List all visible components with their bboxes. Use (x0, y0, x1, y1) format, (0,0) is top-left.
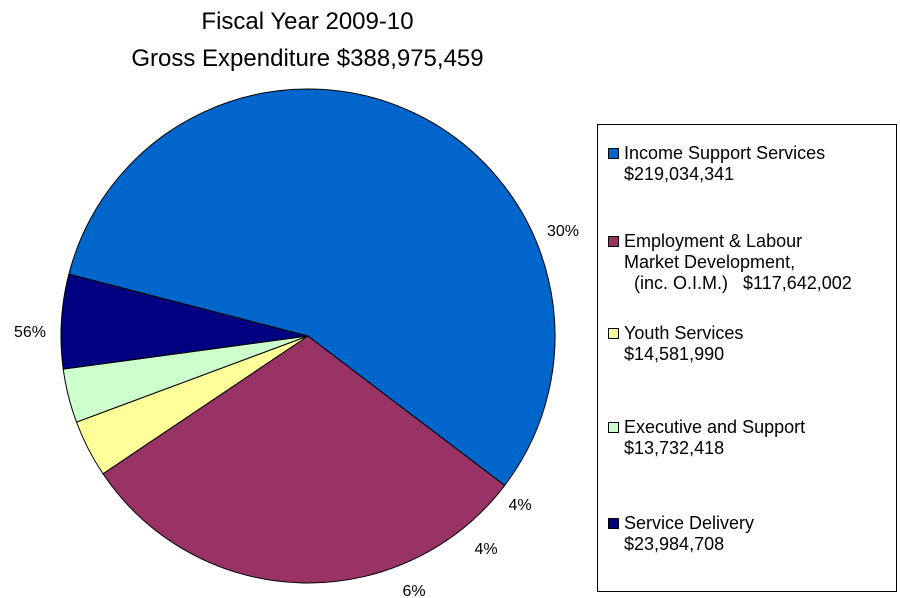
chart-title: Fiscal Year 2009-10 (201, 8, 414, 35)
legend-amount: $219,034,341 (624, 164, 735, 184)
percent-label-3: 4% (474, 541, 497, 558)
legend-amount: $13,732,418 (624, 438, 725, 458)
legend-label: Income Support Services (624, 143, 826, 163)
legend-swatch (608, 236, 619, 247)
legend-amount: (inc. O.I.M.) $117,642,002 (634, 273, 852, 293)
legend: Income Support Services $219,034,341 Emp… (597, 124, 897, 592)
legend-label: Youth Services (624, 323, 744, 343)
legend-swatch (608, 328, 619, 339)
percent-label-2: 4% (508, 497, 531, 514)
percent-label-4: 6% (402, 583, 425, 598)
percent-label-1: 30% (547, 223, 579, 240)
legend-amount: $23,984,708 (624, 534, 725, 554)
legend-label: Market Development, (624, 252, 796, 272)
chart-subtitle: Gross Expenditure $388,975,459 (131, 45, 484, 72)
legend-label: Executive and Support (624, 417, 806, 437)
pie-slice-0 (68, 88, 556, 487)
legend-swatch (608, 148, 619, 159)
legend-label: Service Delivery (624, 513, 755, 533)
legend-label: Employment & Labour (624, 231, 803, 251)
pie-slices (60, 88, 556, 584)
legend-amount: $14,581,990 (624, 344, 725, 364)
legend-swatch (608, 422, 619, 433)
legend-swatch (608, 518, 619, 529)
percent-label-0: 56% (14, 324, 46, 341)
percent-labels: 56% 30% 4% 4% 6% (14, 223, 579, 598)
pie-slice-1 (102, 335, 506, 584)
